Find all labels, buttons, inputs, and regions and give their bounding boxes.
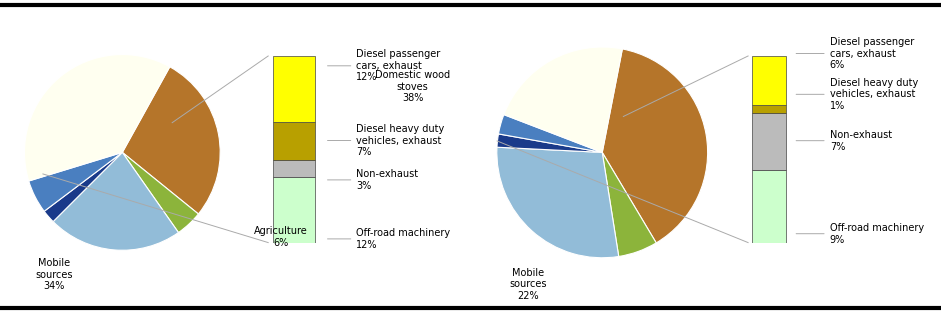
Text: Non-exhaust
3%: Non-exhaust 3% bbox=[327, 169, 419, 191]
Wedge shape bbox=[122, 67, 220, 214]
Text: Non-exhaust
7%: Non-exhaust 7% bbox=[796, 130, 892, 151]
Bar bbox=[273, 160, 314, 177]
Wedge shape bbox=[29, 152, 122, 211]
Wedge shape bbox=[499, 115, 602, 152]
Wedge shape bbox=[503, 47, 622, 152]
Wedge shape bbox=[602, 152, 656, 257]
Text: Mobile
sources
34%: Mobile sources 34% bbox=[35, 258, 72, 291]
Text: Off-road machinery
12%: Off-road machinery 12% bbox=[327, 228, 451, 250]
Wedge shape bbox=[44, 152, 122, 222]
Wedge shape bbox=[24, 54, 169, 181]
Bar bbox=[753, 113, 787, 169]
Bar bbox=[753, 169, 787, 243]
Text: Diesel heavy duty
vehicles, exhaust
7%: Diesel heavy duty vehicles, exhaust 7% bbox=[327, 124, 445, 157]
Text: Domestic wood
stoves
38%: Domestic wood stoves 38% bbox=[375, 70, 450, 103]
Text: Mobile
sources
22%: Mobile sources 22% bbox=[510, 267, 548, 301]
Wedge shape bbox=[122, 152, 199, 233]
Text: Diesel passenger
cars, exhaust
6%: Diesel passenger cars, exhaust 6% bbox=[796, 37, 914, 70]
Text: Diesel passenger
cars, exhaust
12%: Diesel passenger cars, exhaust 12% bbox=[327, 49, 440, 82]
Bar bbox=[273, 56, 314, 122]
Wedge shape bbox=[53, 152, 179, 250]
Text: Diesel heavy duty
vehicles, exhaust
1%: Diesel heavy duty vehicles, exhaust 1% bbox=[796, 78, 918, 111]
Wedge shape bbox=[602, 49, 708, 243]
Wedge shape bbox=[497, 134, 602, 152]
Bar bbox=[753, 105, 787, 113]
Bar bbox=[273, 177, 314, 243]
Bar bbox=[753, 56, 787, 105]
Bar bbox=[273, 122, 314, 160]
Wedge shape bbox=[497, 147, 619, 258]
Text: Agriculture
6%: Agriculture 6% bbox=[254, 226, 308, 248]
Text: Off-road machinery
9%: Off-road machinery 9% bbox=[796, 223, 924, 244]
